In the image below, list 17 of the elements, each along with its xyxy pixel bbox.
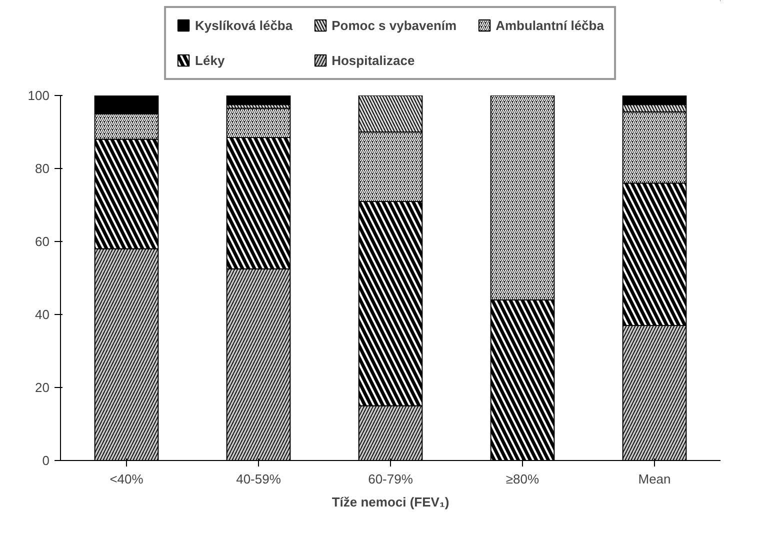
legend-label: Léky (195, 52, 225, 68)
legend-label: Ambulantní léčba (496, 18, 604, 32)
y-tick-label: 40 (35, 307, 50, 322)
y-tick-label: 20 (35, 380, 50, 395)
legend-label: Kyslíková léčba (195, 18, 293, 32)
legend-label: Hospitalizace (332, 52, 415, 68)
x-tick-label: Mean (638, 472, 671, 486)
x-axis-title: Tíže nemoci (FEV₁) (332, 494, 450, 510)
y-tick-label: 0 (42, 453, 50, 468)
x-tick-label: ≥80% (506, 472, 540, 486)
y-tick-label: 80 (35, 161, 50, 176)
x-tick-label: 40-59% (236, 472, 282, 486)
y-tick-label: 60 (35, 234, 50, 249)
x-tick-label: 60-79% (368, 472, 414, 486)
legend-label: Pomoc s vybavením (332, 18, 457, 32)
x-tick-label: <40% (110, 472, 144, 486)
y-tick-label: 100 (28, 88, 50, 103)
